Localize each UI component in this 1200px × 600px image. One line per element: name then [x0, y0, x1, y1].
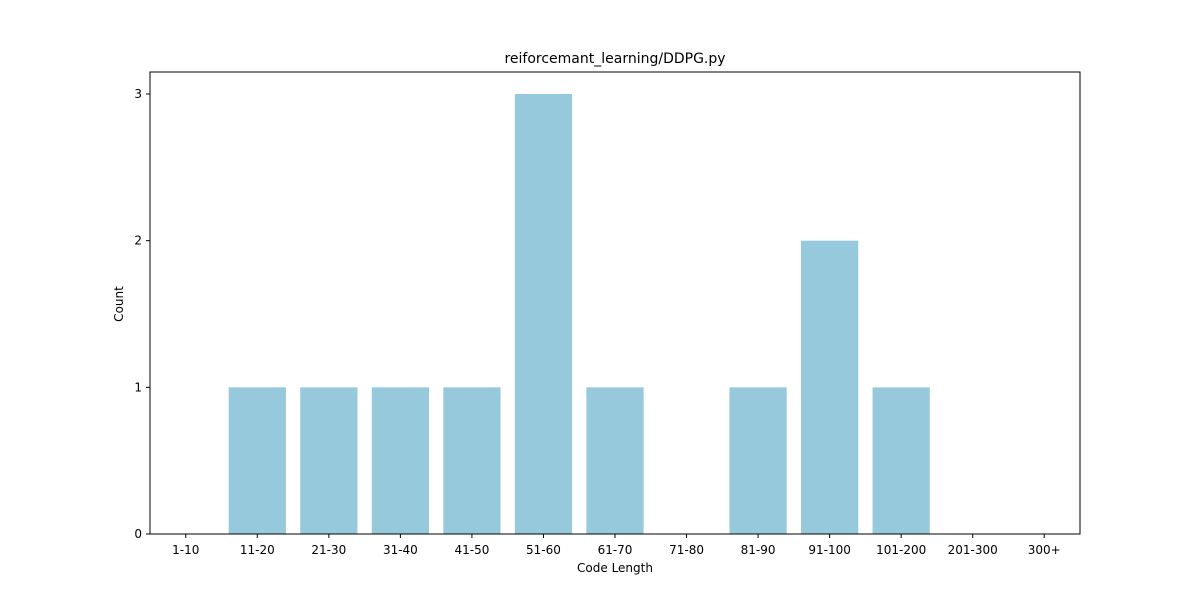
x-tick-label: 201-300 [948, 543, 998, 557]
x-tick-label: 51-60 [526, 543, 561, 557]
x-tick-label: 21-30 [311, 543, 346, 557]
bar-101-200 [872, 387, 930, 534]
y-tick-label: 1 [134, 380, 142, 394]
y-axis-ticks: 0 1 2 3 [134, 87, 150, 541]
bar-21-30 [300, 387, 358, 534]
bar-11-20 [228, 387, 286, 534]
y-tick-label: 2 [134, 234, 142, 248]
bar-41-50 [443, 387, 501, 534]
x-tick-label: 81-90 [741, 543, 776, 557]
x-tick-label: 71-80 [669, 543, 704, 557]
bar-31-40 [371, 387, 429, 534]
y-tick-label: 3 [134, 87, 142, 101]
bars-group [228, 94, 930, 534]
x-tick-label: 41-50 [454, 543, 489, 557]
bar-81-90 [729, 387, 787, 534]
x-axis-ticks: 1-10 11-20 21-30 31-40 41-50 51-60 61-70 71-80 8… [172, 534, 1061, 557]
bar-61-70 [586, 387, 644, 534]
x-tick-label: 31-40 [383, 543, 418, 557]
x-tick-label: 101-200 [876, 543, 926, 557]
x-tick-label: 61-70 [598, 543, 633, 557]
x-tick-label: 11-20 [240, 543, 275, 557]
x-axis-label: Code Length [577, 561, 653, 575]
bar-51-60 [514, 94, 573, 534]
bar-91-100 [801, 240, 859, 534]
x-tick-label: 91-100 [808, 543, 851, 557]
y-tick-label: 0 [134, 527, 142, 541]
x-tick-label: 1-10 [172, 543, 199, 557]
plot-area-frame [149, 71, 1081, 535]
y-axis-label: Count [112, 286, 126, 322]
chart-title: reiforcemant_learning/DDPG.py [504, 51, 725, 67]
x-tick-label: 300+ [1028, 543, 1061, 557]
